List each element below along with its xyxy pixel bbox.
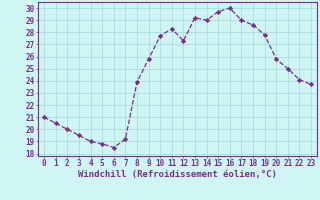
X-axis label: Windchill (Refroidissement éolien,°C): Windchill (Refroidissement éolien,°C) bbox=[78, 170, 277, 179]
